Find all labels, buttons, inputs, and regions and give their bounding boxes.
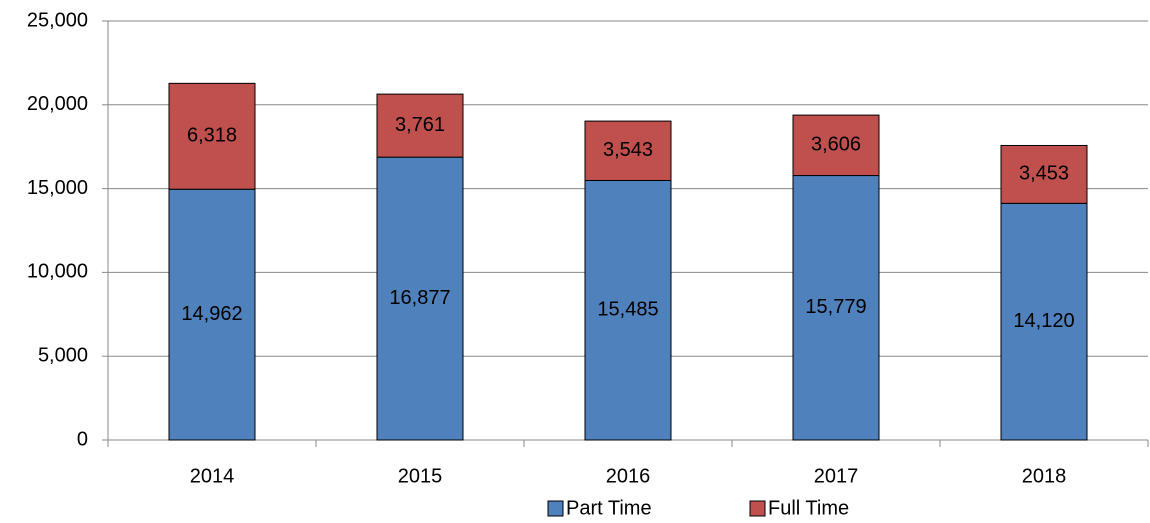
data-label: 3,453 [1019, 163, 1069, 185]
data-label: 6,318 [187, 125, 237, 147]
y-tick-label: 15,000 [27, 177, 88, 199]
bar-segment [376, 93, 464, 158]
bar-segment [168, 188, 256, 441]
legend-label: Part Time [566, 497, 652, 519]
data-label: 3,606 [811, 134, 861, 156]
x-tick-label: 2015 [398, 465, 443, 487]
x-tick-label: 2016 [606, 465, 651, 487]
y-tick-label: 20,000 [27, 93, 88, 115]
y-tick-label: 25,000 [27, 9, 88, 31]
data-label: 3,761 [395, 114, 445, 136]
data-label: 3,543 [603, 139, 653, 161]
x-tick-label: 2018 [1022, 465, 1067, 487]
legend-swatch [547, 500, 564, 517]
bar-segment [376, 156, 464, 441]
data-label: 15,485 [597, 299, 658, 321]
bar-segment [1000, 202, 1088, 441]
y-tick-label: 5,000 [38, 344, 88, 366]
data-label: 14,120 [1013, 310, 1074, 332]
legend-swatch [749, 500, 766, 517]
y-tick-label: 10,000 [27, 261, 88, 283]
bar-segment [584, 120, 672, 181]
bar-segment [1000, 144, 1088, 204]
x-tick-label: 2017 [814, 465, 859, 487]
y-tick-label: 0 [77, 428, 88, 450]
data-label: 15,779 [805, 296, 866, 318]
legend-label: Full Time [768, 497, 849, 519]
x-tick-label: 2014 [190, 465, 235, 487]
data-label: 14,962 [181, 303, 242, 325]
bar-segment [792, 114, 880, 177]
bar-segment [168, 82, 256, 190]
data-label: 16,877 [389, 287, 450, 309]
bar-segment [792, 175, 880, 441]
bar-segment [584, 179, 672, 441]
